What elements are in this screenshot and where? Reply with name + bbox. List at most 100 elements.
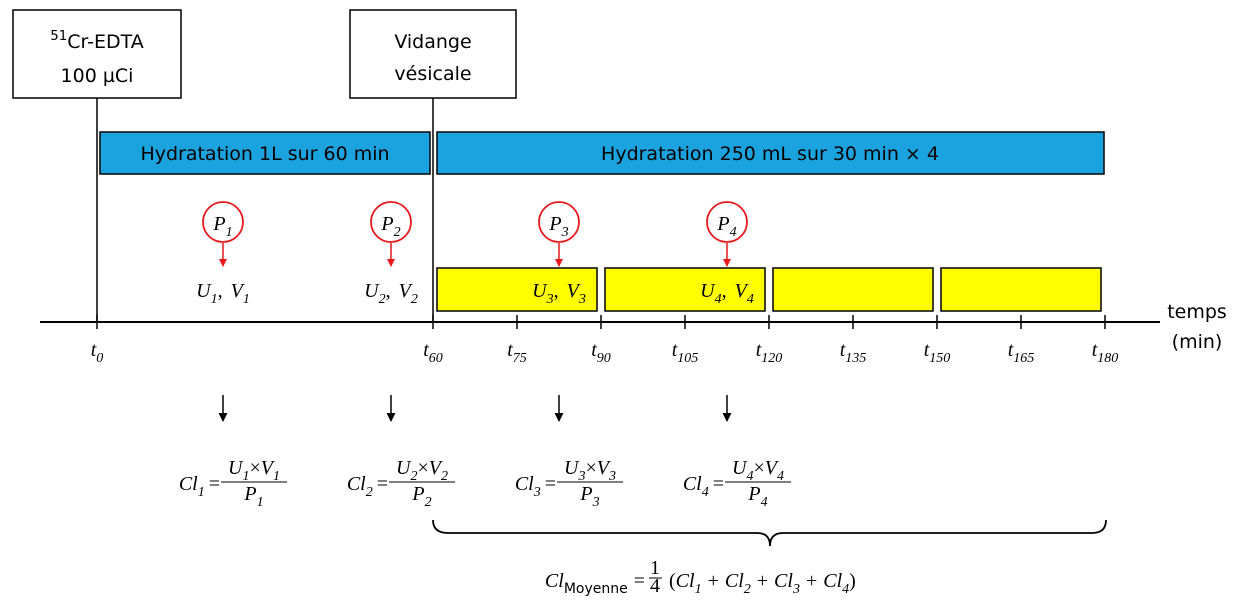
subscript: 2: [394, 225, 401, 240]
symbol: t: [1008, 339, 1014, 361]
subscript: 2: [425, 495, 432, 510]
symbol: U: [396, 457, 412, 479]
symbol: V: [765, 457, 780, 479]
symbol: V: [735, 280, 750, 302]
math-text: Cl2 =: [347, 473, 388, 500]
symbol: ×: [249, 457, 260, 479]
math-text: t120: [756, 339, 783, 366]
subscript: 4: [715, 292, 722, 307]
symbol: P: [747, 483, 760, 505]
symbol: P: [411, 483, 424, 505]
symbol: U: [196, 280, 212, 302]
hydration-label: Hydratation 1L sur 60 min: [140, 143, 389, 165]
subscript: 1: [273, 469, 280, 484]
symbol: ×: [753, 457, 764, 479]
symbol: P: [380, 213, 393, 235]
symbol: ,: [386, 280, 391, 302]
subscript: 4: [746, 469, 753, 484]
symbol: U: [732, 457, 748, 479]
subscript: 3: [608, 469, 616, 484]
dose: 100 µCi: [61, 65, 134, 87]
symbol: t: [672, 339, 678, 361]
math-text: P4: [747, 483, 767, 510]
subscript: 75: [513, 351, 527, 366]
math-text: t105: [672, 339, 699, 366]
subscript: 1: [226, 225, 233, 240]
symbol: P: [579, 483, 592, 505]
subscript: 120: [761, 351, 782, 366]
math-text: U2×V2: [396, 457, 448, 484]
subscript: 4: [702, 485, 709, 500]
math-text: P2: [380, 213, 400, 240]
math-text: P4: [716, 213, 736, 240]
subscript: 3: [533, 485, 541, 500]
math-text: t150: [924, 339, 951, 366]
symbol: t: [924, 339, 930, 361]
symbol: U: [564, 457, 580, 479]
math-text: t135: [840, 339, 867, 366]
math-text: U1, V1: [196, 280, 250, 307]
symbol: U: [364, 280, 380, 302]
subscript: 3: [792, 582, 800, 597]
subscript: 165: [1013, 351, 1034, 366]
symbol: ): [849, 570, 856, 592]
symbol: t: [423, 339, 429, 361]
subscript: 150: [929, 351, 950, 366]
hydration-bar: [436, 131, 1105, 175]
subscript: 90: [597, 351, 611, 366]
math-text: t90: [591, 339, 611, 366]
subscript: 2: [411, 292, 418, 307]
math-text: U1×V1: [228, 457, 280, 484]
symbol: U: [532, 280, 548, 302]
symbol: Cr-EDTA: [67, 31, 143, 53]
math-text: t60: [423, 339, 443, 366]
subscript: 4: [730, 225, 737, 240]
symbol: =: [634, 570, 645, 592]
symbol: P: [212, 213, 225, 235]
symbol: (: [669, 570, 676, 592]
symbol: t: [840, 339, 846, 361]
symbol: P: [548, 213, 561, 235]
math-text: U3, V3: [532, 280, 586, 307]
symbol: Cl: [725, 570, 744, 592]
voiding-label: Vidange: [394, 31, 471, 53]
symbol: V: [429, 457, 444, 479]
symbol: V: [567, 280, 582, 302]
factor: 1: [650, 557, 660, 579]
symbol: Cl: [179, 473, 198, 495]
urine-period: [436, 267, 598, 312]
math-text: t75: [507, 339, 527, 366]
subscript: 3: [561, 225, 569, 240]
math-text: Cl3 =: [515, 473, 556, 500]
symbol: Cl: [676, 570, 695, 592]
plasma-sample: [370, 201, 412, 243]
subscript: 1: [198, 485, 205, 500]
axis-label: (min): [1172, 331, 1223, 353]
subscript: 3: [577, 469, 585, 484]
subscript: Moyenne: [564, 581, 628, 597]
symbol: V: [231, 280, 246, 302]
plasma-sample: [202, 201, 244, 243]
subscript: 60: [429, 351, 443, 366]
symbol: t: [1092, 339, 1098, 361]
symbol: V: [597, 457, 612, 479]
subscript: 135: [845, 351, 866, 366]
symbol: =: [377, 473, 388, 495]
symbol: 51: [50, 29, 67, 44]
symbol: Cl: [774, 570, 793, 592]
symbol: V: [399, 280, 414, 302]
symbol: t: [507, 339, 513, 361]
math-text: P3: [579, 483, 599, 510]
subscript: 2: [410, 469, 417, 484]
subscript: 2: [366, 485, 373, 500]
symbol: ×: [417, 457, 428, 479]
symbol: +: [708, 570, 719, 592]
axis-label: temps: [1167, 301, 1227, 323]
symbol: Cl: [683, 473, 702, 495]
symbol: ,: [218, 280, 223, 302]
math-text: P1: [212, 213, 232, 240]
subscript: 180: [1097, 351, 1118, 366]
subscript: 2: [379, 292, 386, 307]
urine-period: [604, 267, 766, 312]
